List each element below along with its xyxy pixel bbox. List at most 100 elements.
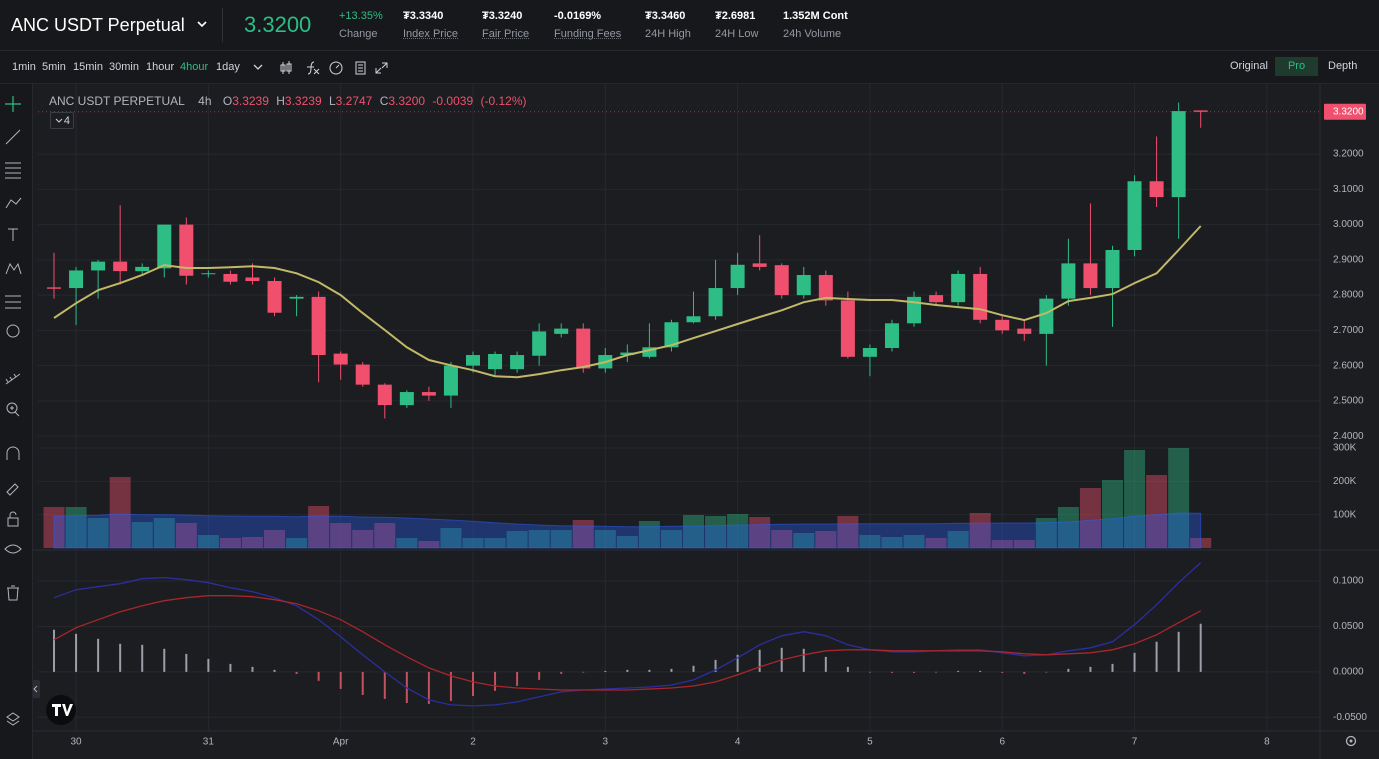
interval[interactable]: 1min [12,61,36,73]
symbol[interactable]: ANC USDT Perpetual [11,15,185,35]
candle-body [333,353,348,365]
fib-tool[interactable] [5,162,21,179]
hide-tool[interactable] [4,544,22,554]
symbol-dropdown[interactable] [196,18,208,30]
stat-value: ₮2.6981 [715,10,756,22]
icon-tool[interactable] [6,324,20,338]
view-tab[interactable]: Pro [1275,57,1318,76]
templates[interactable] [355,61,366,75]
prediction-tool[interactable] [5,295,21,309]
macd-histogram-bar [868,671,871,673]
chart-type[interactable] [280,61,292,74]
macd-histogram-bar [802,648,805,672]
lock-tool[interactable] [7,511,19,527]
studies-toggle[interactable]: 4 [50,112,74,129]
settings-icon[interactable] [1345,735,1357,747]
logo-glyph [52,704,73,716]
y-tick-label: 300K [1333,443,1357,454]
volume-bar [1079,488,1101,548]
volume-bar [859,535,881,548]
candle-body [1105,249,1120,289]
candle-body [1149,181,1164,198]
volume-bar [440,528,462,548]
zoom-tool-handle[interactable] [10,406,20,417]
legend-change-pct: (-0.12%) [480,94,527,108]
stat: 1.352M Cont 24h Volume [783,10,848,40]
interval[interactable]: 30min [109,61,139,73]
pattern-tool[interactable] [5,262,22,275]
brush-tool[interactable] [5,197,22,209]
object-tree[interactable] [6,712,20,726]
last-price: 3.3200 [244,12,312,37]
volume-bar [1168,448,1190,548]
macd-histogram-bar [449,671,452,701]
gear-hub[interactable] [1349,739,1353,743]
stay-drawing-tool[interactable] [6,483,19,496]
crosshair-tool[interactable] [5,96,21,112]
chart-legend: ANC USDT PERPETUAL 4h O3.3239 H3.3239 L3… [49,94,530,108]
legend-symbol: ANC USDT PERPETUAL [49,94,185,108]
candle-body [465,355,480,366]
more-intervals[interactable] [253,64,263,70]
view-tab[interactable]: Original [1230,60,1268,72]
ruler-tool[interactable] [5,373,21,385]
interval[interactable]: 4hour [180,61,209,73]
y-tick-label: 3.2000 [1333,149,1364,160]
studies-chevron[interactable] [55,118,63,124]
alerts[interactable] [329,61,343,75]
candle-body [708,288,723,317]
gear[interactable] [1345,735,1357,747]
ohlc-value: 3.3239 [284,94,322,108]
stat: ₮3.3340 Index Price [403,10,458,40]
macd-histogram-bar [273,669,276,672]
volume-bar [925,538,947,548]
delete-tool[interactable] [7,585,19,601]
last-price-box [1324,103,1366,120]
volume-bar [330,523,352,548]
volume-bar [616,536,638,548]
trendline-tool[interactable] [5,129,21,145]
zoom-tool[interactable] [6,402,18,414]
view-tab[interactable]: Depth [1328,60,1358,72]
macd-histogram-bar [317,671,320,681]
macd-histogram-bar [471,671,474,696]
chevron[interactable] [197,21,207,28]
collapse-arrow[interactable] [33,685,38,693]
chevron[interactable] [55,118,63,123]
volume-bar [484,538,506,548]
candle-body [1017,328,1032,334]
interval[interactable]: 5min [42,61,66,73]
volume-bar [197,535,219,548]
fullscreen[interactable] [375,62,388,74]
candle-body [421,392,436,396]
interval[interactable]: 1hour [146,61,175,73]
stat-label: 24H Low [715,28,759,40]
volume-bar [815,531,837,548]
x-tick-label: 8 [1264,737,1270,748]
volume-bar [352,530,374,548]
interval[interactable]: 1day [216,61,240,73]
volume-bar [660,530,682,548]
collapse-tab[interactable] [32,680,40,698]
y-tick-label: 0.0000 [1333,667,1364,678]
macd-line [53,595,1202,691]
legend-change: -0.0039 [432,94,474,108]
moving-average [53,225,1202,379]
x-tick-label: 2 [470,737,476,748]
macd-histogram-bar [736,654,739,672]
indicators[interactable] [307,61,320,75]
y-tick-label: 100K [1333,509,1357,520]
volume-bar [374,523,396,548]
candle-body [532,331,547,356]
ohlc-label: H [276,94,285,108]
interval[interactable]: 15min [73,61,103,73]
magnet-tool[interactable] [6,446,20,460]
volume-bar [264,530,286,548]
text-tool[interactable] [8,228,18,241]
macd-histogram-bar [979,670,982,672]
volume-bar [219,538,241,548]
macd-histogram-bar [1045,671,1048,673]
macd-histogram-bar [1001,671,1004,673]
volume-bar [638,521,660,548]
alerts-hand[interactable] [335,64,340,69]
